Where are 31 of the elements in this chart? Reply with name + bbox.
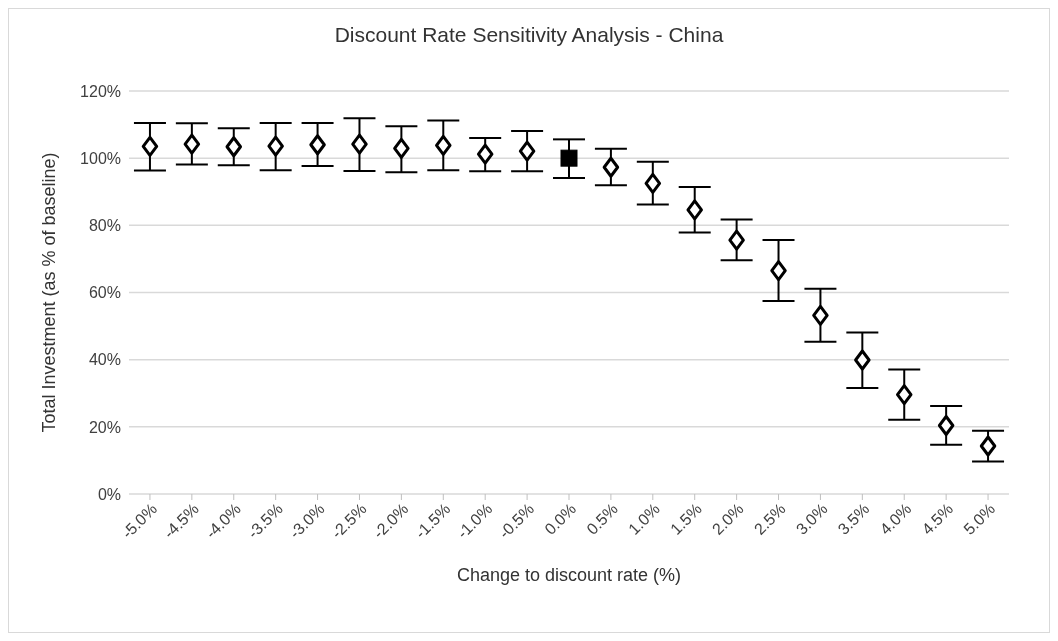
point [895, 384, 913, 406]
point [686, 199, 703, 221]
point [728, 229, 745, 251]
point [644, 172, 662, 194]
point [225, 136, 243, 158]
y-tick-label: 0% [97, 485, 121, 503]
y-tick-label: 80% [88, 217, 121, 235]
y-tick-label: 100% [80, 149, 121, 167]
point [476, 143, 494, 165]
point [351, 133, 368, 155]
point [602, 156, 620, 178]
x-axis-title: Change to discount rate (%) [456, 565, 682, 585]
point [267, 135, 284, 157]
point [518, 140, 536, 162]
point [937, 414, 955, 436]
point [854, 349, 871, 371]
point [560, 149, 578, 167]
point [393, 137, 410, 159]
point [979, 435, 997, 457]
point [309, 134, 326, 156]
chart-title: Discount Rate Sensitivity Analysis - China [333, 23, 725, 47]
y-tick-label: 40% [88, 351, 121, 369]
point [183, 133, 201, 155]
y-tick-label: 60% [88, 284, 121, 302]
point [435, 134, 452, 156]
point [141, 135, 159, 157]
y-axis-title: Total Investment (as % of baseline) [39, 152, 60, 433]
point [812, 304, 829, 326]
y-tick-label: 20% [88, 418, 121, 436]
y-tick-label: 120% [80, 82, 121, 100]
point [770, 260, 787, 282]
